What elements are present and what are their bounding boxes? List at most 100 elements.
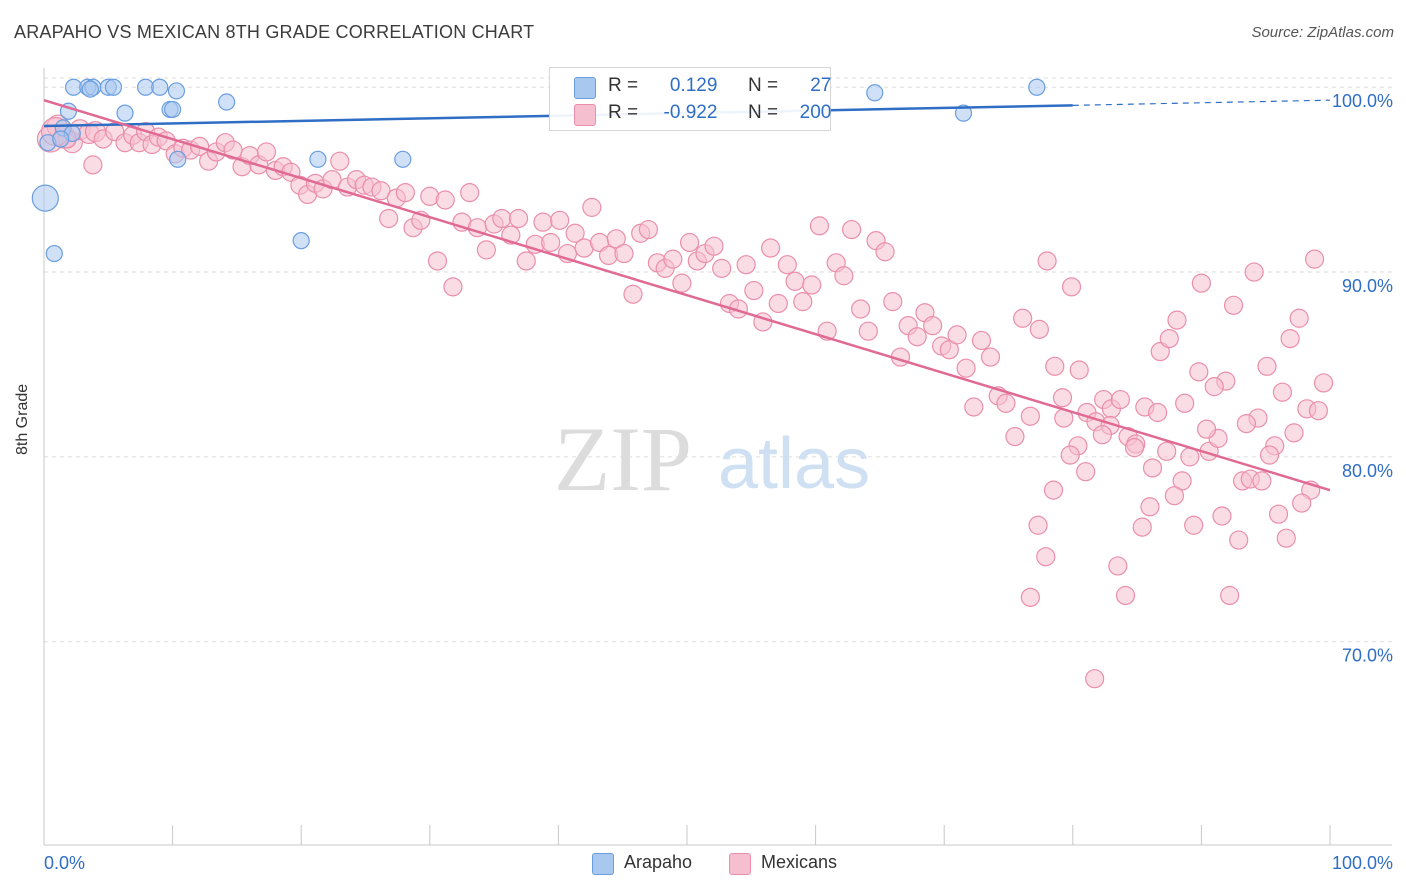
bottom-mexicans-label: Mexicans [761,852,838,872]
x-tick-label-start: 0.0% [44,853,85,873]
mexicans-r-label: R = [608,102,639,123]
mexicans-point [1189,362,1209,382]
mexicans-point [842,219,862,240]
mexicans-point [956,358,976,378]
mexicans-n-label: N = [747,102,779,123]
mexicans-point [875,242,895,262]
mexicans-point [623,284,643,304]
mexicans-point [663,249,683,269]
arapaho-points [31,78,1046,263]
mexicans-point [851,299,871,319]
mexicans-point [785,271,805,291]
arapaho-point [164,100,182,119]
mexicans-point [330,151,350,171]
mexicans-point [964,397,984,417]
arapaho-point [167,82,186,100]
y-tick-label: 100.0% [1332,91,1393,111]
mexicans-point [1036,547,1056,567]
mexicans-point [1280,328,1300,349]
mexicans-point [371,181,391,201]
mexicans-point [533,212,553,232]
mexicans-r-value: -0.922 [663,102,718,123]
arapaho-point [151,78,169,96]
mexicans-point [1175,393,1195,413]
arapaho-point [52,130,70,148]
mexicans-point [1284,423,1304,443]
mexicans-point [1204,377,1224,397]
mexicans-point [1092,425,1112,445]
mexicans-point [1191,273,1212,293]
mexicans-point [858,321,878,341]
mexicans-point [492,208,512,229]
mexicans-point [395,182,415,203]
chart-title: ARAPAHO VS MEXICAN 8TH GRADE CORRELATION… [14,22,535,42]
mexicans-point [1184,515,1204,535]
y-tick-label: 90.0% [1342,276,1393,296]
arapaho-point [81,80,99,98]
mexicans-point [712,258,732,278]
mexicans-point [427,251,448,271]
mexicans-point [971,330,992,351]
mexicans-point [793,292,813,312]
y-tick-label: 70.0% [1342,646,1393,666]
arapaho-point [954,104,973,122]
mexicans-point [460,182,480,203]
mexicans-point [476,240,496,260]
mexicans-point [672,273,692,293]
mexicans-point [1223,295,1244,315]
mexicans-point [1196,419,1217,439]
mexicans-point [947,325,967,345]
mexicans-point [1061,277,1082,297]
tick-labels: 100.0% 90.0% 80.0% 70.0% 0.0% 100.0% [44,91,1393,873]
mexicans-point [1244,262,1264,282]
mexicans-point [516,251,536,271]
mexicans-point [1259,445,1280,465]
mexicans-point [1236,414,1257,434]
mexicans-point [1172,471,1192,491]
mexicans-point [1124,438,1145,458]
mexicans-point [1069,360,1089,380]
mexicans-point [1268,504,1289,524]
mexicans-point [1252,471,1272,491]
mexicans-point [83,155,103,175]
mexicans-n-value: 200 [799,102,832,123]
watermark-zip: ZIP [554,408,692,510]
mexicans-point [704,236,724,256]
mexicans-point [1037,251,1057,271]
arapaho-n-value: 27 [810,75,832,96]
mexicans-point [744,280,764,301]
mexicans-point [1045,356,1065,376]
mexicans-point [1132,517,1152,537]
mexicans-point [606,229,626,249]
mexicans-point [1164,486,1184,506]
mexicans-point [1020,406,1040,426]
arapaho-point [866,84,884,102]
watermark: ZIP atlas [554,408,870,510]
source-label: Source: ZipAtlas.com [1251,24,1394,41]
stats-legend: R = 0.129 N = 27 R = -0.922 N = 200 [549,67,831,131]
mexicans-point [256,142,277,162]
mexicans-point [980,347,1001,367]
mexicans-point [1257,356,1277,376]
arapaho-point [116,104,134,122]
arapaho-point [45,244,63,263]
mexicans-point [1142,458,1163,478]
mexicans-point [1229,530,1249,550]
mexicans-point [565,223,585,243]
mexicans-point [1220,585,1240,606]
mexicans-point [435,190,455,210]
mexicans-point [1272,382,1293,402]
mexicans-swatch [574,104,596,126]
mexicans-point [1167,310,1187,330]
mexicans-point [541,232,561,253]
arapaho-point [169,150,187,168]
arapaho-r-value: 0.129 [669,75,718,96]
bottom-arapaho-swatch [592,853,614,875]
mexicans-point [614,243,634,264]
mexicans-point [760,238,781,258]
mexicans-point [1020,587,1040,607]
mexicans-point [939,340,959,360]
mexicans-point [1115,585,1136,606]
mexicans-point [508,208,529,229]
